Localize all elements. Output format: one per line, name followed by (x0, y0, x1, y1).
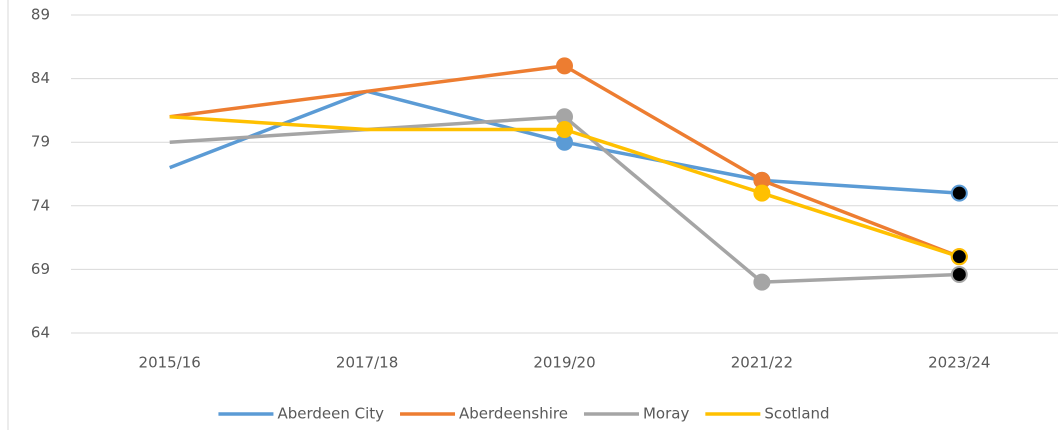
data-point (556, 120, 573, 138)
x-tick-label: 2021/22 (731, 354, 793, 372)
x-tick-label: 2023/24 (928, 354, 990, 372)
x-tick-label: 2019/20 (533, 354, 595, 372)
data-point (556, 57, 573, 75)
legend-label: Aberdeenshire (459, 405, 568, 423)
legend-label: Scotland (764, 405, 829, 423)
y-tick-label: 74 (31, 196, 50, 214)
legend-label: Moray (643, 405, 689, 423)
y-tick-label: 89 (31, 6, 50, 24)
data-point (950, 265, 968, 283)
x-tick-label: 2015/16 (139, 354, 201, 372)
data-point (950, 248, 968, 266)
y-tick-label: 84 (31, 69, 50, 87)
data-point (950, 184, 968, 202)
data-point (753, 273, 771, 291)
y-tick-label: 64 (31, 324, 50, 342)
y-tick-label: 79 (31, 133, 50, 151)
data-point (753, 184, 771, 202)
legend-label: Aberdeen City (277, 405, 384, 423)
x-tick-label: 2017/18 (336, 354, 398, 372)
y-tick-label: 69 (31, 260, 50, 278)
